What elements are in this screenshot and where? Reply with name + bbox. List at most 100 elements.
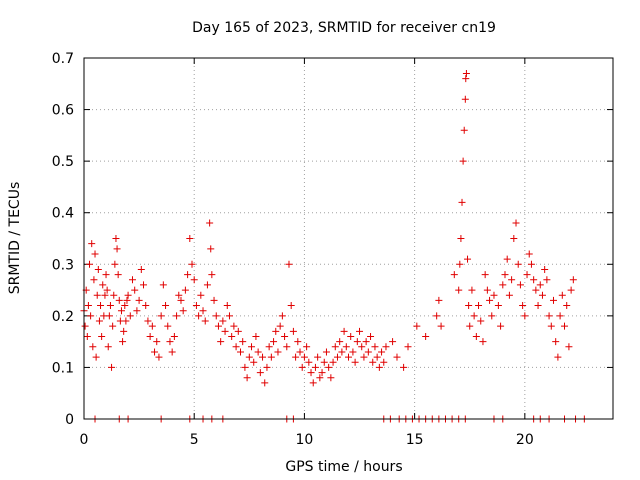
data-point xyxy=(232,343,240,351)
data-point xyxy=(556,312,564,320)
data-point xyxy=(466,322,474,330)
data-point xyxy=(490,291,498,299)
data-point xyxy=(521,312,529,320)
data-points xyxy=(80,69,588,423)
x-tick-label: 5 xyxy=(190,432,199,448)
data-point xyxy=(92,353,100,361)
grid-lines xyxy=(84,58,613,419)
data-point xyxy=(503,255,511,263)
data-point xyxy=(153,338,161,346)
data-point xyxy=(192,302,200,310)
x-tick-label: 15 xyxy=(406,432,424,448)
data-point xyxy=(437,322,445,330)
data-point xyxy=(373,353,381,361)
data-point xyxy=(565,343,573,351)
data-point xyxy=(137,265,145,273)
data-point xyxy=(123,296,131,304)
data-point xyxy=(90,276,98,284)
data-point xyxy=(283,343,291,351)
y-tick-label: 0.4 xyxy=(52,206,74,222)
chart-title: Day 165 of 2023, SRMTID for receiver cn1… xyxy=(192,20,496,36)
data-point xyxy=(243,374,251,382)
data-point xyxy=(287,302,295,310)
data-point xyxy=(128,276,136,284)
data-point xyxy=(303,343,311,351)
data-point xyxy=(248,343,256,351)
data-point xyxy=(322,348,330,356)
data-point xyxy=(267,353,275,361)
data-point xyxy=(380,358,388,366)
data-point xyxy=(245,353,253,361)
data-point xyxy=(501,271,509,279)
data-point xyxy=(230,322,238,330)
data-point xyxy=(327,374,335,382)
data-point xyxy=(120,327,128,335)
data-point xyxy=(151,348,159,356)
data-point xyxy=(505,291,513,299)
data-point xyxy=(261,379,269,387)
data-point xyxy=(314,353,322,361)
data-point xyxy=(534,302,542,310)
data-point xyxy=(353,338,361,346)
data-point xyxy=(525,250,533,258)
data-point xyxy=(300,353,308,361)
data-point xyxy=(99,281,107,289)
data-point xyxy=(554,353,562,361)
data-point xyxy=(333,353,341,361)
data-point xyxy=(98,332,106,340)
data-point xyxy=(494,302,502,310)
data-point xyxy=(400,363,408,371)
data-point xyxy=(371,343,379,351)
data-point xyxy=(274,348,282,356)
data-point xyxy=(159,281,167,289)
data-point xyxy=(532,286,540,294)
data-point xyxy=(173,312,181,320)
y-tick-label: 0 xyxy=(65,412,74,428)
data-point xyxy=(144,317,152,325)
data-point xyxy=(170,332,178,340)
data-point xyxy=(121,302,129,310)
data-point xyxy=(541,265,549,273)
data-point xyxy=(569,276,577,284)
data-point xyxy=(157,312,165,320)
data-point xyxy=(81,322,89,330)
plot-frame xyxy=(83,57,614,420)
data-point xyxy=(375,363,383,371)
y-tick-label: 0.3 xyxy=(52,257,74,273)
data-point xyxy=(285,260,293,268)
data-point xyxy=(563,302,571,310)
data-point xyxy=(470,312,478,320)
data-point xyxy=(148,322,156,330)
data-point xyxy=(276,322,284,330)
data-point xyxy=(351,358,359,366)
data-point xyxy=(119,338,127,346)
data-point xyxy=(514,260,522,268)
data-point xyxy=(135,296,143,304)
data-point xyxy=(456,260,464,268)
data-point xyxy=(479,338,487,346)
data-point xyxy=(111,260,119,268)
data-point xyxy=(311,363,319,371)
data-point xyxy=(358,343,366,351)
data-point xyxy=(207,245,215,253)
data-point xyxy=(254,348,262,356)
data-point xyxy=(133,307,141,315)
data-point xyxy=(214,322,222,330)
data-point xyxy=(124,291,132,299)
data-point xyxy=(206,219,214,227)
data-point xyxy=(195,312,203,320)
data-point xyxy=(188,260,196,268)
data-point xyxy=(457,235,465,242)
data-point xyxy=(87,312,95,320)
data-point xyxy=(331,343,339,351)
data-point xyxy=(117,307,125,315)
data-point xyxy=(298,363,306,371)
data-point xyxy=(486,296,494,304)
y-tick-label: 0.1 xyxy=(52,360,74,376)
y-axis-label: SRMTID / TECUs xyxy=(7,182,23,295)
data-point xyxy=(552,338,560,346)
data-point xyxy=(106,302,114,310)
data-point xyxy=(336,338,344,346)
data-point xyxy=(389,338,397,346)
data-point xyxy=(497,322,505,330)
